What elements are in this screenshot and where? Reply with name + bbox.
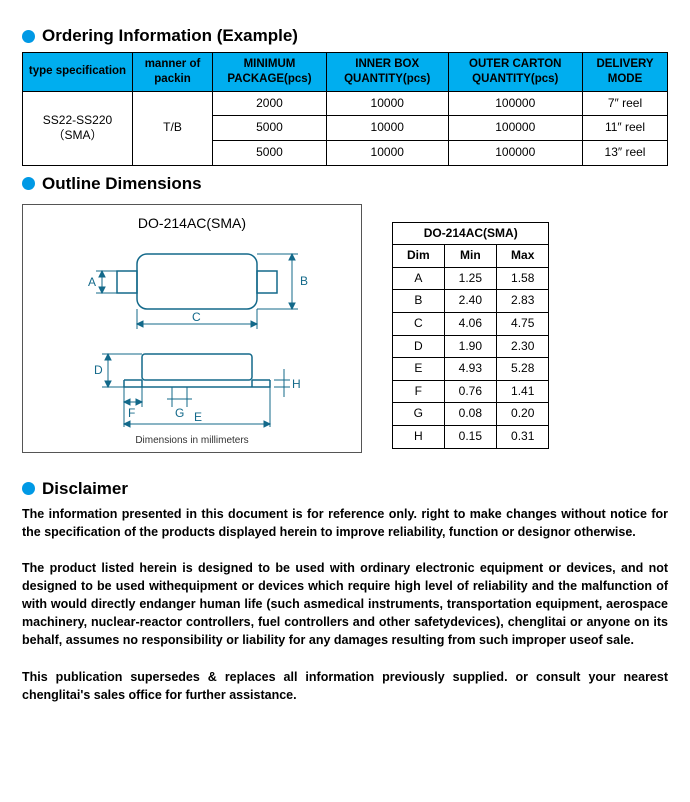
outline-row: DO-214AC(SMA) A [22,204,668,453]
table-row: H0.150.31 [393,426,549,449]
ordering-title: Ordering Information (Example) [42,26,298,46]
outline-title: Outline Dimensions [42,174,202,194]
cell-min: 2000 [213,91,327,116]
outline-header: Outline Dimensions [22,174,668,194]
dims-h-min: Min [444,245,496,268]
c: 2.83 [497,290,549,313]
cell-inner: 10000 [326,116,448,141]
c: F [393,380,445,403]
disclaimer-body: The information presented in this docume… [22,505,668,704]
drawing-box: DO-214AC(SMA) A [22,204,362,453]
table-row: G0.080.20 [393,403,549,426]
cell-min: 5000 [213,116,327,141]
label-E: E [194,410,202,424]
dims-h-max: Max [497,245,549,268]
c: D [393,335,445,358]
c: 1.25 [444,267,496,290]
ordering-header: Ordering Information (Example) [22,26,668,46]
ordering-table: type specification manner of packin MINI… [22,52,668,166]
cell-mode: 13″ reel [583,141,668,166]
dims-h-dim: Dim [393,245,445,268]
c: A [393,267,445,290]
table-row: C4.064.75 [393,313,549,336]
table-row: SS22-SS220 （SMA） T/B 2000 10000 100000 7… [23,91,668,116]
cell-inner: 10000 [326,141,448,166]
label-D: D [94,363,103,377]
c: 1.41 [497,380,549,403]
th-mode: DELIVERY MODE [583,53,668,92]
c: 2.30 [497,335,549,358]
c: 4.93 [444,358,496,381]
table-row: F0.761.41 [393,380,549,403]
c: 0.20 [497,403,549,426]
cell-mode: 11″ reel [583,116,668,141]
label-H: H [292,377,301,391]
label-F: F [128,406,135,420]
cell-outer: 100000 [448,116,582,141]
disclaimer-p1: The information presented in this docume… [22,505,668,541]
cell-typespec: SS22-SS220 （SMA） [23,91,133,165]
drawing-title: DO-214AC(SMA) [33,215,351,231]
c: C [393,313,445,336]
c: 0.31 [497,426,549,449]
th-inner: INNER BOX QUANTITY(pcs) [326,53,448,92]
c: H [393,426,445,449]
th-outer: OUTER CARTON QUANTITY(pcs) [448,53,582,92]
drawing-caption: Dimensions in millimeters [33,435,351,446]
table-header-row: type specification manner of packin MINI… [23,53,668,92]
table-row: B2.402.83 [393,290,549,313]
disclaimer-p3: This publication supersedes & replaces a… [22,668,668,704]
c: 2.40 [444,290,496,313]
label-C: C [192,310,201,324]
c: 0.15 [444,426,496,449]
label-G: G [175,406,184,420]
disclaimer-header: Disclaimer [22,479,668,499]
table-row: E4.935.28 [393,358,549,381]
dimension-table: DO-214AC(SMA) Dim Min Max A1.251.58 B2.4… [392,222,549,449]
c: G [393,403,445,426]
package-drawing: A B C [42,239,342,429]
c: 4.06 [444,313,496,336]
th-manner: manner of packin [133,53,213,92]
c: 4.75 [497,313,549,336]
bullet-icon [22,177,35,190]
bullet-icon [22,482,35,495]
th-minpkg: MINIMUM PACKAGE(pcs) [213,53,327,92]
disclaimer-title: Disclaimer [42,479,128,499]
cell-mode: 7″ reel [583,91,668,116]
typespec-l1: SS22-SS220 [43,113,112,127]
cell-inner: 10000 [326,91,448,116]
c: E [393,358,445,381]
disclaimer-p2: The product listed herein is designed to… [22,559,668,650]
table-row: A1.251.58 [393,267,549,290]
label-B: B [300,274,308,288]
th-typespec: type specification [23,53,133,92]
table-row: D1.902.30 [393,335,549,358]
cell-outer: 100000 [448,91,582,116]
cell-manner: T/B [133,91,213,165]
c: 5.28 [497,358,549,381]
c: 1.58 [497,267,549,290]
typespec-l2: （SMA） [52,128,102,142]
c: 0.08 [444,403,496,426]
cell-min: 5000 [213,141,327,166]
dims-title: DO-214AC(SMA) [393,222,549,245]
c: 1.90 [444,335,496,358]
c: 0.76 [444,380,496,403]
label-A: A [88,275,96,289]
cell-outer: 100000 [448,141,582,166]
c: B [393,290,445,313]
bullet-icon [22,30,35,43]
